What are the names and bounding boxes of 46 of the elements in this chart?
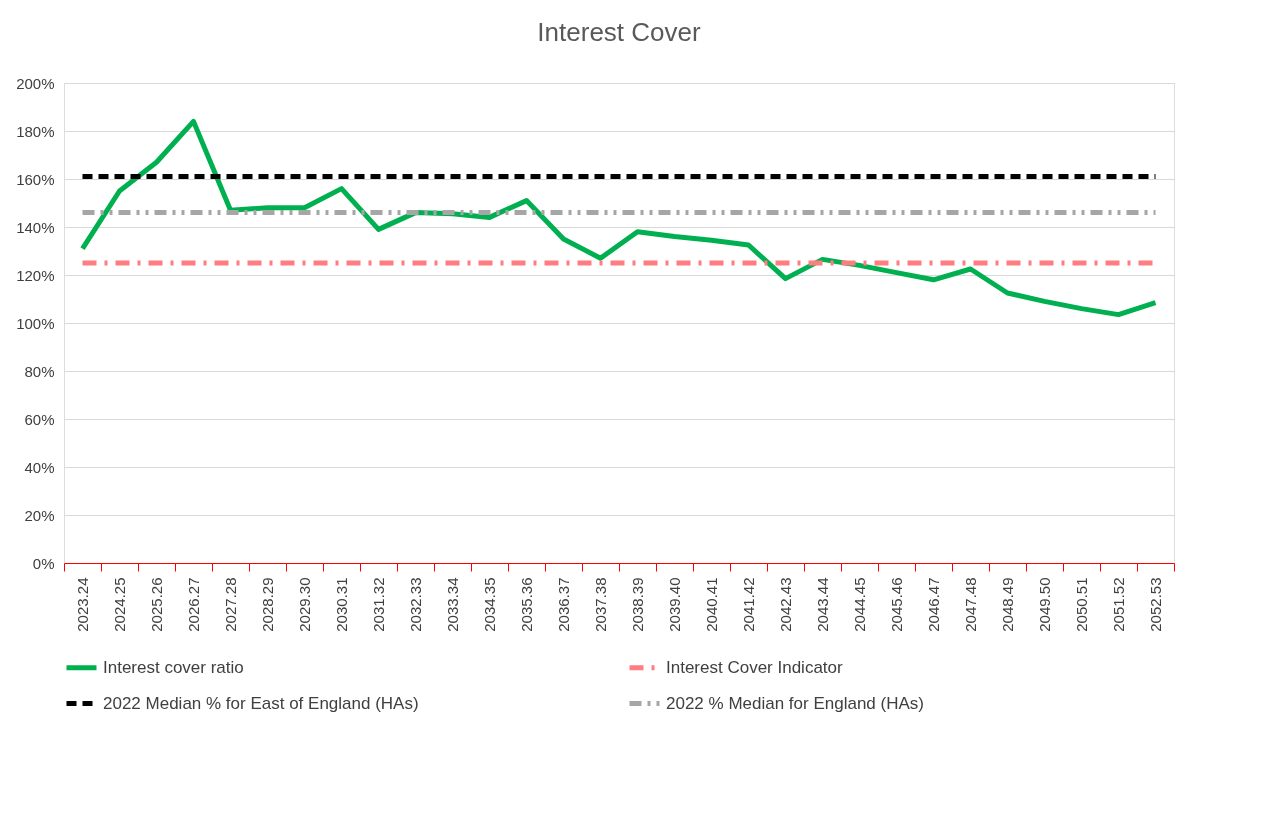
x-tick-label: 2051.52 xyxy=(1110,577,1127,632)
x-tick-label: 2023.24 xyxy=(74,577,91,632)
x-tick-label: 2031.32 xyxy=(370,577,387,632)
x-tick-label: 2045.46 xyxy=(888,577,905,632)
x-tick-label: 2050.51 xyxy=(1073,577,1090,632)
y-tick-label: 0% xyxy=(32,554,55,572)
x-tick-label: 2042.43 xyxy=(777,577,794,632)
x-tick-label: 2035.36 xyxy=(518,577,535,632)
y-tick-label: 40% xyxy=(24,458,55,476)
legend-label: Interest Cover Indicator xyxy=(666,657,844,677)
x-tick-label: 2029.30 xyxy=(296,577,313,632)
x-tick-label: 2025.26 xyxy=(148,577,165,632)
x-tick-label: 2026.27 xyxy=(185,577,202,632)
y-tick-label: 60% xyxy=(24,410,55,428)
x-tick-label: 2027.28 xyxy=(222,577,239,632)
y-tick-label: 80% xyxy=(24,362,55,380)
x-tick-label: 2030.31 xyxy=(333,577,350,632)
x-tick-label: 2041.42 xyxy=(740,577,757,632)
chart-title: Interest Cover xyxy=(537,17,701,47)
x-tick-label: 2049.50 xyxy=(1036,577,1053,632)
legend-label: 2022 % Median for England (HAs) xyxy=(666,693,924,713)
y-tick-label: 120% xyxy=(16,266,55,284)
y-tick-label: 180% xyxy=(16,122,55,140)
y-tick-label: 200% xyxy=(16,74,55,92)
x-tick-label: 2047.48 xyxy=(962,577,979,632)
x-tick-label: 2044.45 xyxy=(851,577,868,632)
y-tick-label: 140% xyxy=(16,218,55,236)
x-tick-label: 2024.25 xyxy=(111,577,128,632)
x-tick-label: 2037.38 xyxy=(592,577,609,632)
y-tick-label: 160% xyxy=(16,170,55,188)
x-tick-label: 2046.47 xyxy=(925,577,942,632)
x-tick-label: 2038.39 xyxy=(629,577,646,632)
x-tick-label: 2034.35 xyxy=(481,577,498,632)
x-tick-label: 2052.53 xyxy=(1147,577,1164,632)
x-tick-label: 2043.44 xyxy=(814,577,831,632)
x-tick-label: 2028.29 xyxy=(259,577,276,632)
x-tick-label: 2039.40 xyxy=(666,577,683,632)
x-tick-label: 2032.33 xyxy=(407,577,424,632)
x-tick-label: 2048.49 xyxy=(999,577,1016,632)
legend-label: 2022 Median % for East of England (HAs) xyxy=(103,693,419,713)
legend-label: Interest cover ratio xyxy=(103,657,244,677)
x-tick-label: 2036.37 xyxy=(555,577,572,632)
x-tick-label: 2033.34 xyxy=(444,577,461,632)
y-tick-label: 20% xyxy=(24,506,55,524)
y-tick-label: 100% xyxy=(16,314,55,332)
x-tick-label: 2040.41 xyxy=(703,577,720,632)
